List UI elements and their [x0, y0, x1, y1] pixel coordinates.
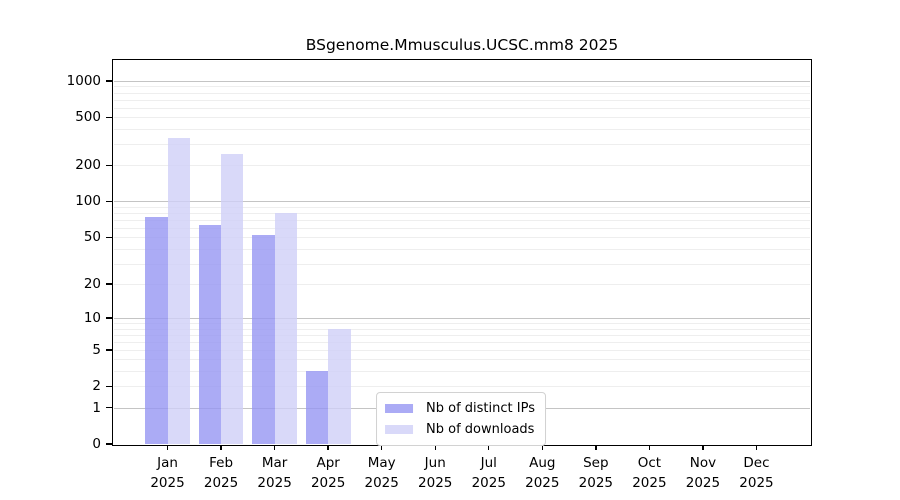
y-tick: [105, 164, 113, 166]
bar-distinct-ips-mar: [252, 235, 275, 444]
gridline-minor: [114, 107, 810, 109]
x-tick: [327, 445, 329, 450]
y-tick-label: 500: [75, 109, 101, 126]
y-tick-label: 1000: [66, 72, 101, 89]
y-tick: [105, 406, 113, 409]
x-tick-label-apr: Apr 2025: [310, 455, 346, 491]
y-tick-label: 10: [83, 309, 101, 326]
gridline-minor: [114, 92, 810, 94]
legend: Nb of distinct IPs Nb of downloads: [376, 392, 546, 446]
legend-swatch-distinct-ips: [385, 404, 414, 413]
bar-downloads-apr: [328, 328, 351, 444]
gridline-minor: [114, 284, 810, 285]
x-tick-label-jul: Jul 2025: [471, 455, 506, 491]
x-axis: Jan 2025 Feb 2025 Mar 2025 Apr 2025 May 2025…: [114, 445, 810, 495]
gridline-minor: [114, 386, 810, 388]
y-tick: [105, 443, 113, 445]
y-tick: [105, 80, 113, 82]
x-tick-label-feb: Feb 2025: [203, 455, 239, 491]
gridline-minor: [114, 341, 810, 343]
y-tick-label: 5: [92, 341, 101, 358]
bar-downloads-mar: [274, 213, 297, 444]
legend-label-distinct-ips: Nb of distinct IPs: [426, 400, 535, 416]
gridline-minor: [114, 328, 810, 330]
gridline-minor: [114, 165, 810, 167]
legend-swatch-downloads: [385, 425, 414, 434]
gridline-major: [114, 80, 810, 82]
x-tick-label-jun: Jun 2025: [418, 455, 453, 491]
y-tick-label: 50: [83, 229, 101, 246]
legend-item-distinct-ips: Nb of distinct IPs: [385, 399, 535, 418]
gridline-major: [114, 201, 810, 203]
x-tick: [595, 445, 597, 450]
y-tick-label: 2: [92, 378, 101, 395]
x-tick-label-may: May 2025: [364, 455, 399, 491]
y-tick: [105, 200, 113, 203]
x-tick: [541, 445, 543, 450]
gridline-minor: [114, 334, 810, 336]
gridline-minor: [114, 349, 810, 351]
gridline-minor: [114, 117, 810, 119]
plot-area: [112, 59, 812, 446]
x-tick: [380, 445, 383, 450]
y-tick: [105, 116, 113, 118]
x-tick-label-dec: Dec 2025: [739, 455, 774, 491]
gridline-minor: [114, 237, 810, 239]
x-tick: [434, 445, 436, 450]
bar-distinct-ips-jan: [145, 217, 168, 444]
legend-item-downloads: Nb of downloads: [385, 420, 535, 439]
x-tick-label-jan: Jan 2025: [150, 455, 185, 491]
y-tick-label: 100: [75, 193, 101, 210]
y-tick-label: 200: [75, 157, 101, 174]
bar-downloads-jan: [167, 137, 190, 444]
gridline-minor: [114, 206, 810, 208]
y-tick: [105, 385, 113, 387]
gridline-minor: [114, 227, 810, 229]
y-tick: [105, 317, 113, 319]
x-tick-label-aug: Aug 2025: [525, 455, 560, 491]
x-tick: [488, 445, 490, 450]
y-tick: [105, 349, 113, 351]
gridline-minor: [114, 129, 810, 130]
y-axis: 1000 500 200 100 50 20 10 5 2 1 0: [0, 61, 114, 451]
x-tick-label-nov: Nov 2025: [685, 455, 721, 491]
y-tick: [105, 236, 113, 239]
x-tick: [755, 445, 758, 450]
x-tick: [220, 445, 222, 450]
gridline-minor: [114, 248, 810, 250]
gridline-minor: [114, 322, 810, 324]
x-tick: [166, 445, 169, 450]
legend-label-downloads: Nb of downloads: [426, 421, 535, 437]
y-tick: [105, 283, 113, 285]
x-tick: [273, 445, 276, 450]
x-tick-label-sep: Sep 2025: [578, 455, 614, 491]
gridline-minor: [114, 263, 810, 265]
gridline-minor: [114, 213, 810, 215]
chart-title: BSgenome.Mmusculus.UCSC.mm8 2025: [305, 36, 619, 54]
gridline-minor: [114, 371, 810, 373]
y-tick-label: 20: [83, 276, 101, 292]
bar-distinct-ips-apr: [305, 371, 329, 444]
x-tick-label-oct: Oct 2025: [632, 455, 667, 491]
x-tick-label-mar: Mar 2025: [257, 455, 292, 491]
x-tick: [702, 445, 704, 450]
bar-downloads-feb: [221, 154, 244, 444]
x-tick: [648, 445, 651, 450]
gridline-minor: [114, 86, 810, 88]
gridline-major: [114, 317, 810, 319]
gridline-minor: [114, 99, 810, 101]
y-tick-label: 1: [92, 399, 101, 416]
y-tick-label: 0: [92, 436, 101, 452]
bar-distinct-ips-feb: [198, 224, 222, 444]
gridline-minor: [114, 144, 810, 146]
gridline-minor: [114, 219, 810, 221]
gridline-minor: [114, 359, 810, 361]
